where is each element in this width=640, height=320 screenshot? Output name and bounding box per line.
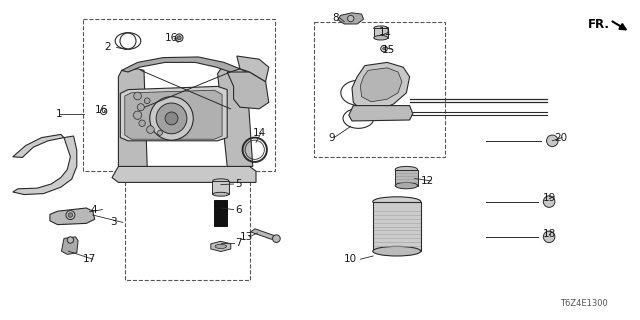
Bar bbox=[314, 22, 445, 157]
Text: 12: 12 bbox=[421, 176, 434, 186]
Bar bbox=[212, 181, 229, 194]
Text: 19: 19 bbox=[543, 193, 556, 204]
Circle shape bbox=[68, 213, 73, 217]
Circle shape bbox=[145, 98, 150, 104]
Polygon shape bbox=[211, 241, 231, 252]
Circle shape bbox=[134, 111, 142, 119]
Circle shape bbox=[165, 112, 178, 125]
Text: 3: 3 bbox=[111, 217, 117, 228]
Circle shape bbox=[543, 196, 555, 207]
Ellipse shape bbox=[396, 182, 417, 189]
Text: 14: 14 bbox=[253, 128, 266, 138]
Text: 17: 17 bbox=[83, 254, 96, 264]
Ellipse shape bbox=[396, 166, 417, 173]
Circle shape bbox=[147, 126, 154, 133]
Text: 6: 6 bbox=[235, 204, 241, 215]
Polygon shape bbox=[13, 134, 64, 157]
Ellipse shape bbox=[374, 36, 388, 40]
Text: 18: 18 bbox=[543, 228, 556, 239]
Circle shape bbox=[543, 231, 555, 243]
Text: FR.: FR. bbox=[588, 18, 610, 30]
Text: 4: 4 bbox=[91, 204, 97, 215]
Text: 5: 5 bbox=[235, 179, 241, 189]
Polygon shape bbox=[237, 56, 269, 82]
Text: 16: 16 bbox=[95, 105, 108, 116]
Circle shape bbox=[273, 235, 280, 243]
Polygon shape bbox=[218, 69, 253, 166]
Circle shape bbox=[67, 237, 74, 243]
Text: 7: 7 bbox=[235, 238, 241, 248]
Polygon shape bbox=[125, 90, 222, 139]
Bar bbox=[374, 28, 388, 38]
Bar bbox=[125, 171, 250, 280]
Polygon shape bbox=[118, 69, 147, 166]
Circle shape bbox=[139, 120, 145, 126]
Polygon shape bbox=[120, 86, 227, 141]
Text: 15: 15 bbox=[382, 44, 395, 55]
Ellipse shape bbox=[215, 244, 227, 248]
Bar bbox=[373, 202, 421, 251]
Polygon shape bbox=[112, 166, 256, 182]
Text: 10: 10 bbox=[344, 254, 357, 264]
Text: 11: 11 bbox=[379, 27, 392, 37]
Ellipse shape bbox=[212, 192, 229, 196]
Circle shape bbox=[175, 34, 183, 42]
Text: 1: 1 bbox=[56, 108, 63, 119]
Circle shape bbox=[66, 211, 75, 220]
Text: 9: 9 bbox=[328, 132, 335, 143]
Polygon shape bbox=[13, 136, 77, 195]
Polygon shape bbox=[338, 13, 364, 24]
Bar bbox=[395, 170, 418, 186]
Circle shape bbox=[177, 36, 181, 40]
Polygon shape bbox=[349, 106, 413, 121]
Circle shape bbox=[348, 15, 354, 22]
Polygon shape bbox=[227, 72, 269, 109]
Circle shape bbox=[150, 97, 193, 140]
Polygon shape bbox=[122, 57, 240, 72]
Bar bbox=[214, 200, 227, 226]
Circle shape bbox=[134, 92, 141, 100]
Polygon shape bbox=[360, 68, 402, 102]
Text: 13: 13 bbox=[240, 232, 253, 242]
Polygon shape bbox=[61, 237, 78, 254]
Polygon shape bbox=[50, 208, 95, 225]
Ellipse shape bbox=[374, 26, 388, 30]
Ellipse shape bbox=[212, 179, 229, 183]
Circle shape bbox=[156, 103, 187, 134]
Circle shape bbox=[547, 135, 558, 147]
Circle shape bbox=[138, 104, 145, 111]
Text: 8: 8 bbox=[333, 12, 339, 23]
Polygon shape bbox=[352, 62, 410, 110]
Text: 2: 2 bbox=[104, 42, 111, 52]
Bar bbox=[83, 19, 275, 171]
Polygon shape bbox=[251, 229, 276, 239]
Circle shape bbox=[383, 47, 385, 50]
Text: 20: 20 bbox=[554, 132, 567, 143]
Ellipse shape bbox=[372, 197, 421, 206]
Text: T6Z4E1300: T6Z4E1300 bbox=[560, 299, 608, 308]
Text: 16: 16 bbox=[165, 33, 178, 44]
Circle shape bbox=[157, 130, 163, 135]
Ellipse shape bbox=[372, 246, 421, 256]
